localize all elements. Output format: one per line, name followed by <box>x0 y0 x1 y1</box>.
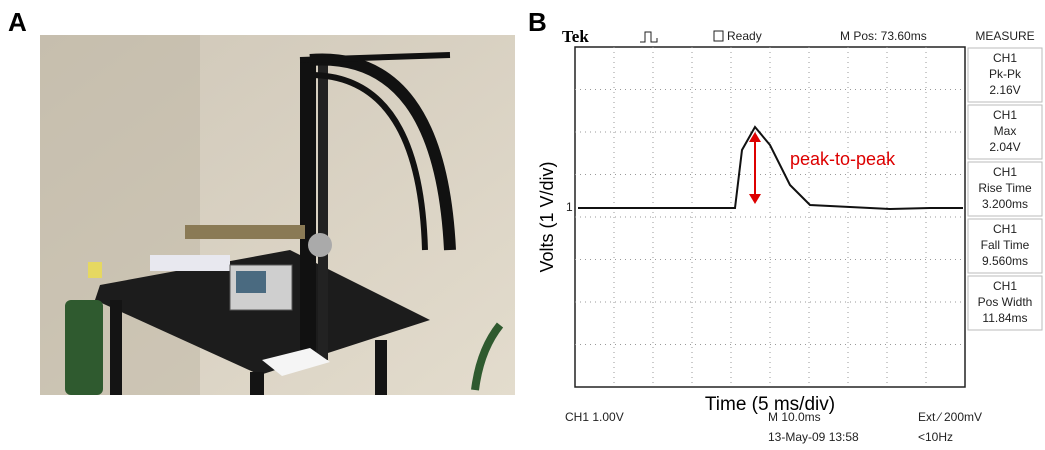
brand: Tek <box>562 27 589 46</box>
y-axis-label: Volts (1 V/div) <box>537 161 557 272</box>
date: 13-May-09 13:58 <box>768 430 859 444</box>
measure-name: Pos Width <box>978 295 1033 309</box>
measure-title: MEASURE <box>975 29 1034 43</box>
arrowhead <box>749 194 761 204</box>
status: Ready <box>727 29 762 43</box>
panel-label: B <box>528 7 547 37</box>
measure-name: Max <box>994 124 1017 138</box>
photo <box>40 35 515 395</box>
measure-channel: CH1 <box>993 165 1017 179</box>
channel-marker: 1 <box>566 200 573 214</box>
x-axis-label: Time (5 ms/div) <box>705 394 835 415</box>
channel-scale: CH1 1.00V <box>565 410 624 424</box>
measure-channel: CH1 <box>993 108 1017 122</box>
measure-channel: CH1 <box>993 222 1017 236</box>
measure-value: 2.16V <box>989 83 1020 97</box>
measure-box <box>967 47 1043 103</box>
measure-value: 2.04V <box>989 140 1020 154</box>
frequency: <10Hz <box>918 430 953 444</box>
screen <box>574 46 966 388</box>
measure-value: 9.560ms <box>982 254 1028 268</box>
status-icon <box>713 30 724 42</box>
measure-box <box>967 218 1043 274</box>
measure-name: Fall Time <box>981 238 1030 252</box>
measure-value: 3.200ms <box>982 197 1028 211</box>
measure-channel: CH1 <box>993 279 1017 293</box>
waveform <box>578 125 963 211</box>
measure-channel: CH1 <box>993 51 1017 65</box>
measure-value: 11.84ms <box>982 311 1027 325</box>
measure-name: Rise Time <box>978 181 1032 195</box>
arrowhead <box>749 132 761 142</box>
panel-label: A <box>8 7 27 37</box>
measure-box <box>967 275 1043 331</box>
trigger: Ext ⁄ 200mV <box>918 410 982 424</box>
measure-name: Pk-Pk <box>989 67 1022 81</box>
time-scale: M 10.0ms <box>768 410 821 424</box>
measure-box <box>967 104 1043 160</box>
annotation: peak-to-peak <box>790 149 896 169</box>
trigger-icon <box>640 31 658 43</box>
measure-box <box>967 161 1043 217</box>
position: M Pos: 73.60ms <box>840 29 927 43</box>
